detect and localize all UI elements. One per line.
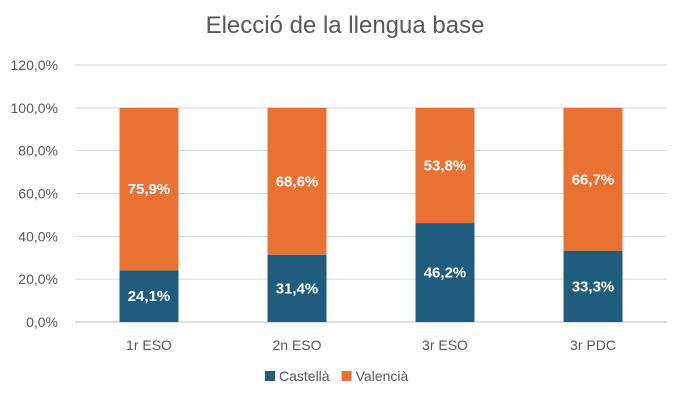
data-label: 75,9% [128, 181, 171, 198]
legend-label: Castellà [279, 368, 330, 384]
y-tick-label: 40,0% [18, 228, 58, 244]
legend: Castellà Valencià [265, 368, 408, 384]
y-tick-label: 80,0% [18, 143, 58, 159]
bars: 24,1% 75,9% 31,4% 68,6% 46,2% 53,8% 33,3% 66,7% [119, 107, 623, 322]
data-label: 33,3% [572, 278, 615, 295]
legend-label: Valencià [356, 368, 409, 384]
data-label: 66,7% [572, 171, 615, 188]
legend-swatch [341, 371, 352, 381]
bar-valencia [563, 107, 623, 251]
x-tick-label: 3r PDC [570, 337, 616, 353]
data-label: 53,8% [424, 157, 467, 174]
x-axis-categories: 1r ESO 2n ESO 3r ESO 3r PDC [126, 337, 616, 353]
bar-valencia [415, 107, 475, 224]
y-tick-label: 120,0% [11, 57, 58, 73]
bar-castella [267, 254, 327, 322]
data-label: 24,1% [128, 288, 171, 305]
x-tick-label: 1r ESO [126, 337, 172, 353]
chart-title: Elecció de la llengua base [206, 12, 485, 39]
bar-valencia [119, 107, 179, 271]
data-label: 31,4% [276, 280, 319, 297]
y-tick-label: 60,0% [18, 186, 58, 202]
legend-swatch [265, 371, 275, 381]
data-label: 46,2% [424, 265, 467, 282]
y-tick-label: 100,0% [11, 100, 58, 116]
x-tick-label: 2n ESO [272, 337, 321, 353]
y-tick-label: 20,0% [18, 271, 58, 287]
y-tick-label: 0,0% [26, 314, 58, 330]
bar-valencia [267, 107, 327, 255]
bar-castella [119, 270, 179, 322]
x-tick-label: 3r ESO [422, 337, 468, 353]
data-label: 68,6% [276, 173, 319, 190]
bar-castella [415, 223, 475, 322]
y-axis-ticks: 0,0% 20,0% 40,0% 60,0% 80,0% 100,0% 120,0% [11, 57, 58, 330]
bar-castella [563, 250, 623, 322]
